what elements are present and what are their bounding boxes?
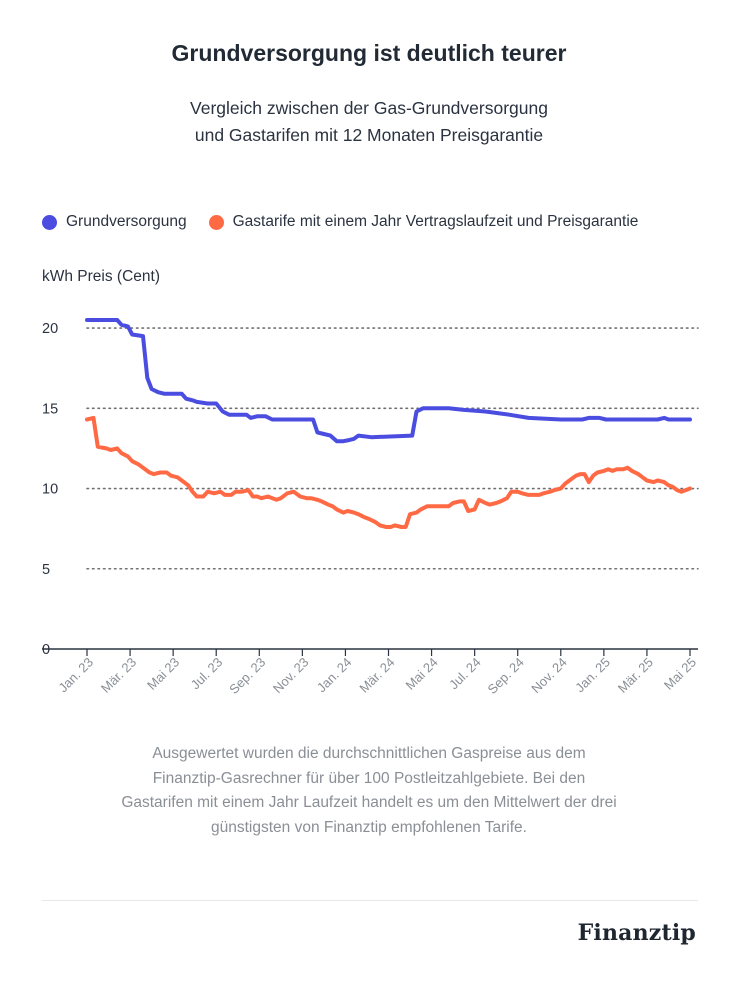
legend-dot-grundversorgung-icon: [42, 214, 57, 230]
x-tick-label-1: Mär. 23: [98, 655, 139, 696]
y-axis-label: kWh Preis (Cent): [42, 268, 160, 285]
footnote-line-4: günstigsten von Finanztip empfohlenen Ta…: [211, 818, 527, 836]
x-tick-label-10: Sep. 24: [485, 655, 527, 697]
y-tick-label-10: 10: [42, 482, 58, 498]
legend-label-grundversorgung: Grundversorgung: [66, 213, 187, 230]
y-tick-label-15: 15: [42, 401, 58, 417]
series-line-grundversorgung: [85, 318, 692, 444]
x-tick-label-7: Mär. 24: [356, 655, 397, 696]
x-tick-label-4: Sep. 23: [226, 655, 268, 697]
x-tick-label-9: Jul. 24: [446, 655, 484, 693]
legend: Grundversorgung Gastarife mit einem Jahr…: [42, 211, 660, 233]
x-tick-label-2: Mai 23: [144, 655, 182, 693]
subtitle-line-2: und Gastarifen mit 12 Monaten Preisgaran…: [194, 125, 544, 145]
brand-logo: Finanztip: [577, 920, 696, 946]
x-tick-label-8: Mai 24: [402, 655, 440, 693]
legend-item-grundversorgung[interactable]: Grundversorgung: [42, 213, 187, 231]
x-tick-label-11: Nov. 24: [528, 655, 570, 697]
footnote: Ausgewertet wurden die durchschnittliche…: [60, 742, 678, 840]
legend-item-gastarife[interactable]: Gastarife mit einem Jahr Vertragslaufzei…: [208, 213, 639, 231]
footnote-line-1: Ausgewertet wurden die durchschnittliche…: [152, 745, 586, 762]
legend-dot-gastarife-icon: [208, 214, 224, 230]
footnote-line-3: Gastarifen mit einem Jahr Laufzeit hande…: [121, 794, 617, 811]
x-tick-label-3: Jul. 23: [188, 655, 226, 693]
chart-subtitle: Vergleich zwischen der Gas-Grundversorgu…: [0, 95, 738, 149]
y-tick-label-5: 5: [42, 562, 50, 578]
x-tick-label-14: Mai 25: [661, 655, 699, 693]
x-tick-label-5: Nov. 23: [270, 655, 312, 697]
series-line-gastarife: [85, 415, 692, 529]
y-tick-label-0: 0: [42, 642, 50, 658]
footer-divider: [42, 900, 698, 901]
x-tick-label-0: Jan. 23: [55, 655, 96, 696]
y-tick-label-20: 20: [42, 321, 58, 337]
x-tick-label-13: Mär. 25: [615, 655, 656, 696]
x-tick-label-12: Jan. 25: [572, 655, 613, 696]
chart-title: Grundversorgung ist deutlich teurer: [171, 40, 567, 66]
legend-label-gastarife: Gastarife mit einem Jahr Vertragslaufzei…: [232, 213, 639, 230]
subtitle-line-1: Vergleich zwischen der Gas-Grundversorgu…: [190, 98, 548, 118]
footnote-line-2: Finanztip-Gasrechner für über 100 Postle…: [152, 769, 586, 787]
x-tick-label-6: Jan. 24: [314, 655, 355, 696]
